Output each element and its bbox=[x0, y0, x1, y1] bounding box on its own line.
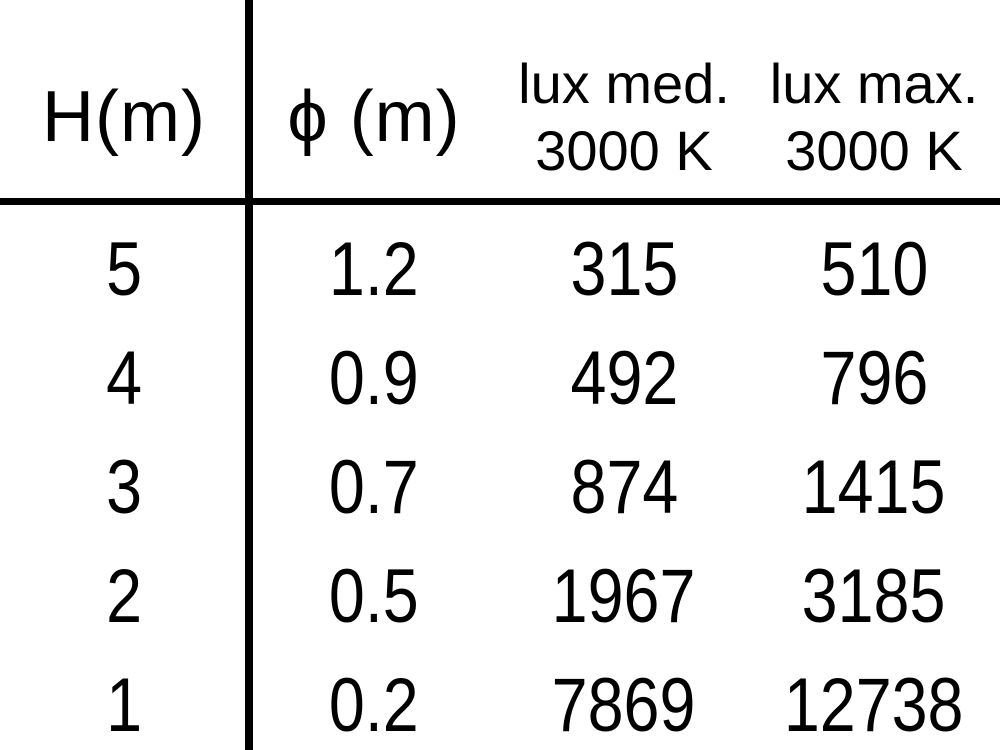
table-row-4-diameter: 0.5 bbox=[248, 532, 500, 641]
cell-value: 492 bbox=[570, 336, 678, 421]
cell-value: 0.7 bbox=[329, 445, 419, 530]
header-divider-line bbox=[0, 198, 1000, 205]
column-header-lux-med-lines: lux med. 3000 K bbox=[518, 50, 730, 184]
cell-value: 315 bbox=[570, 227, 678, 312]
cell-value: 0.2 bbox=[329, 663, 419, 748]
table-row-1-lux-max: 510 bbox=[748, 205, 1000, 314]
table-row-2-lux-max: 796 bbox=[748, 314, 1000, 423]
table-row-1-lux-med: 315 bbox=[500, 205, 748, 314]
cell-value: 510 bbox=[820, 227, 928, 312]
cell-value: 3 bbox=[106, 445, 142, 530]
cell-value: 1415 bbox=[802, 445, 946, 530]
cell-value: 874 bbox=[570, 445, 678, 530]
cell-value: 0.5 bbox=[329, 554, 419, 639]
cell-value: 12738 bbox=[784, 663, 964, 748]
column-header-lux-max-label: lux max. bbox=[769, 51, 979, 115]
table-row-5-lux-max: 12738 bbox=[748, 641, 1000, 750]
cell-value: 796 bbox=[820, 336, 928, 421]
table-row-3-lux-med: 874 bbox=[500, 423, 748, 532]
table-row-4-lux-med: 1967 bbox=[500, 532, 748, 641]
table-row-5-lux-med: 7869 bbox=[500, 641, 748, 750]
table-row-5-height: 1 bbox=[0, 641, 248, 750]
table-row-1-height: 5 bbox=[0, 205, 248, 314]
table-row-1-diameter: 1.2 bbox=[248, 205, 500, 314]
cell-value: 1967 bbox=[552, 554, 696, 639]
table-row-4-lux-max: 3185 bbox=[748, 532, 1000, 641]
column-header-height: H(m) bbox=[0, 0, 248, 205]
table-row-3-diameter: 0.7 bbox=[248, 423, 500, 532]
column-header-diameter: ϕ (m) bbox=[248, 0, 500, 205]
table-row-5-diameter: 0.2 bbox=[248, 641, 500, 750]
cell-value: 5 bbox=[106, 227, 142, 312]
cell-value: 2 bbox=[106, 554, 142, 639]
table-row-4-height: 2 bbox=[0, 532, 248, 641]
table-row-2-height: 4 bbox=[0, 314, 248, 423]
column-header-lux-med-label: lux med. bbox=[518, 51, 730, 115]
column-header-lux-max-temp: 3000 K bbox=[785, 118, 963, 182]
column-header-diameter-label: ϕ (m) bbox=[287, 76, 461, 157]
cell-value: 3185 bbox=[802, 554, 946, 639]
table-row-2-diameter: 0.9 bbox=[248, 314, 500, 423]
column-header-height-label: H(m) bbox=[42, 76, 206, 157]
column-header-lux-med-temp: 3000 K bbox=[535, 118, 713, 182]
cell-value: 7869 bbox=[552, 663, 696, 748]
table-row-3-lux-max: 1415 bbox=[748, 423, 1000, 532]
cell-value: 1.2 bbox=[329, 227, 419, 312]
table-row-2-lux-med: 492 bbox=[500, 314, 748, 423]
column-header-lux-med: lux med. 3000 K bbox=[500, 0, 748, 205]
cell-value: 0.9 bbox=[329, 336, 419, 421]
cell-value: 4 bbox=[106, 336, 142, 421]
cell-value: 1 bbox=[106, 663, 142, 748]
column-header-lux-max-lines: lux max. 3000 K bbox=[770, 50, 979, 184]
column-divider-line bbox=[245, 0, 253, 750]
table-row-3-height: 3 bbox=[0, 423, 248, 532]
column-header-lux-max: lux max. 3000 K bbox=[748, 0, 1000, 205]
